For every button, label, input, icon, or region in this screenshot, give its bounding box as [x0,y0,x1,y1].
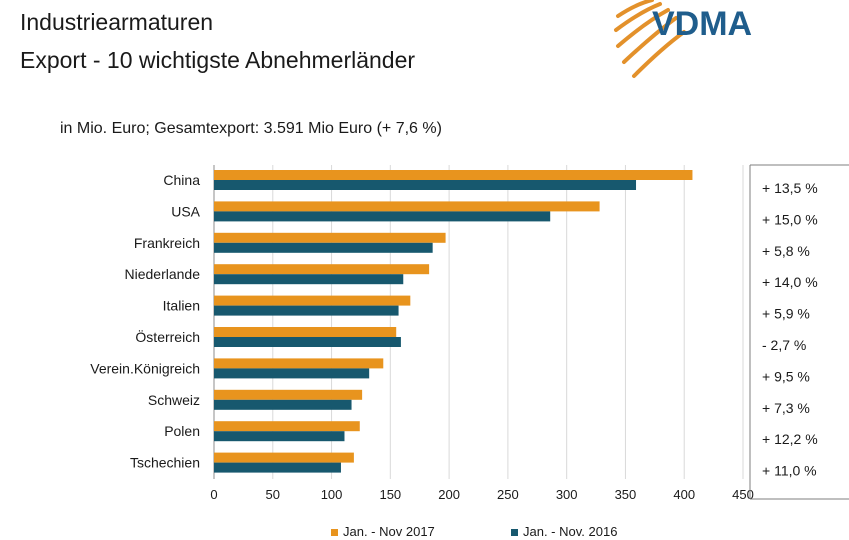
bar-2016 [214,274,404,285]
chart-title-line1: Industriearmaturen [20,9,214,35]
bar-2017 [214,421,360,432]
vdma-logo: VDMA [614,0,752,78]
bar-2017 [214,358,384,369]
bar-2017 [214,264,430,275]
category-label: Niederlande [125,266,201,282]
bar-2017 [214,295,411,306]
bar-2016 [214,180,637,190]
change-label: + 5,9 % [762,306,810,322]
change-label: + 5,8 % [762,243,810,259]
change-label: + 12,2 % [762,431,818,447]
bar-2016 [214,462,341,473]
x-tick-label: 200 [438,487,460,502]
x-tick-label: 150 [379,487,401,502]
bar-2017 [214,201,600,212]
category-labels: China USA Frankreich Niederlande Italien Öste… [90,172,200,471]
x-tick-label: 100 [321,487,343,502]
x-tick-label: 250 [497,487,519,502]
x-tick-label: 350 [615,487,637,502]
x-tick-label: 400 [673,487,695,502]
legend-swatch [331,529,338,536]
change-label: + 14,0 % [762,274,818,290]
x-tick-label: 50 [266,487,280,502]
category-label: Schweiz [148,392,200,408]
category-label: Frankreich [134,235,200,251]
change-label: + 7,3 % [762,400,810,416]
chart-title-line2: Export - 10 wichtigste Abnehmerländer [20,47,416,73]
bar-2017 [214,452,354,463]
legend-label: Jan. - Nov. 2016 [523,524,617,539]
legend-swatch [511,529,518,536]
bar-2016 [214,242,433,253]
category-label: China [163,172,200,188]
bars [214,170,693,473]
x-tick-label: 300 [556,487,578,502]
category-label: Tschechien [130,455,200,471]
change-label: - 2,7 % [762,337,806,353]
logo-arc [632,30,686,78]
change-label: + 13,5 % [762,180,818,196]
change-label: + 11,0 % [762,463,817,479]
category-label: USA [171,203,200,219]
legend-label: Jan. - Nov 2017 [343,524,435,539]
chart-subtitle: in Mio. Euro; Gesamtexport: 3.591 Mio Eu… [60,120,442,137]
logo-arcs [614,0,686,78]
bar-2017 [214,389,363,400]
bar-2016 [214,368,370,379]
bar-2016 [214,211,551,222]
x-tick-labels: 0 50 100 150 200 250 300 350 400 450 [210,487,753,502]
change-label: + 15,0 % [762,211,818,227]
logo-arc [616,8,670,48]
x-tick-label: 450 [732,487,754,502]
category-label: Verein.Königreich [90,360,200,376]
bar-2016 [214,399,352,410]
bar-2016 [214,337,401,347]
bar-2017 [214,170,693,180]
category-label: Österreich [135,328,200,345]
legend: Jan. - Nov 2017 Jan. - Nov. 2016 [331,524,617,539]
change-labels: + 13,5 % + 15,0 % + 5,8 % + 14,0 % + 5,9 % - … [749,164,849,500]
bar-2016 [214,431,345,442]
logo-text: VDMA [652,5,752,43]
x-tick-label: 0 [210,487,217,502]
bar-2017 [214,232,446,243]
logo-arc [622,16,678,64]
logo-arc [614,2,662,32]
bar-2017 [214,327,397,337]
change-label: + 9,5 % [762,368,810,384]
category-label: Polen [164,423,200,439]
bar-2016 [214,305,399,316]
category-label: Italien [163,298,200,314]
logo-arc [616,0,654,18]
